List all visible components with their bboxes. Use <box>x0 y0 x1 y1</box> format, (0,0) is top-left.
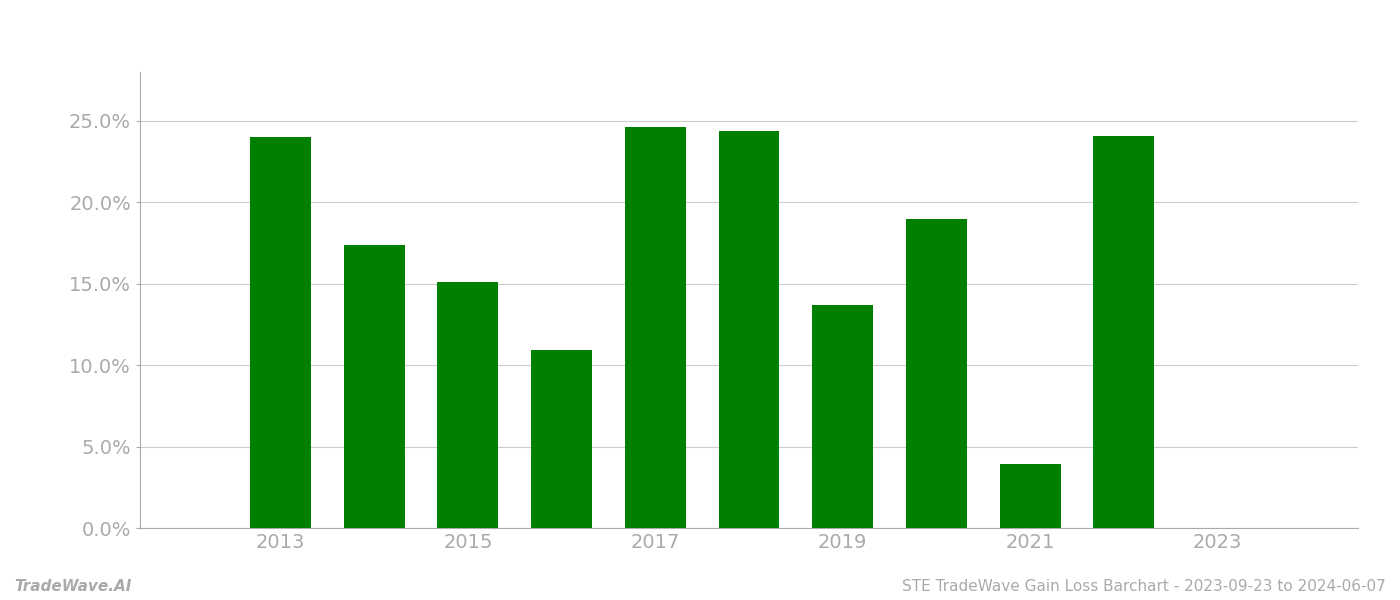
Bar <box>531 350 592 528</box>
Bar <box>437 282 498 528</box>
Text: TradeWave.AI: TradeWave.AI <box>14 579 132 594</box>
Bar <box>344 245 405 528</box>
Bar <box>1093 136 1154 528</box>
Bar <box>812 305 874 528</box>
Text: STE TradeWave Gain Loss Barchart - 2023-09-23 to 2024-06-07: STE TradeWave Gain Loss Barchart - 2023-… <box>902 579 1386 594</box>
Bar <box>906 218 967 528</box>
Bar <box>718 131 780 528</box>
Bar <box>251 137 311 528</box>
Bar <box>1000 464 1061 528</box>
Bar <box>624 127 686 528</box>
